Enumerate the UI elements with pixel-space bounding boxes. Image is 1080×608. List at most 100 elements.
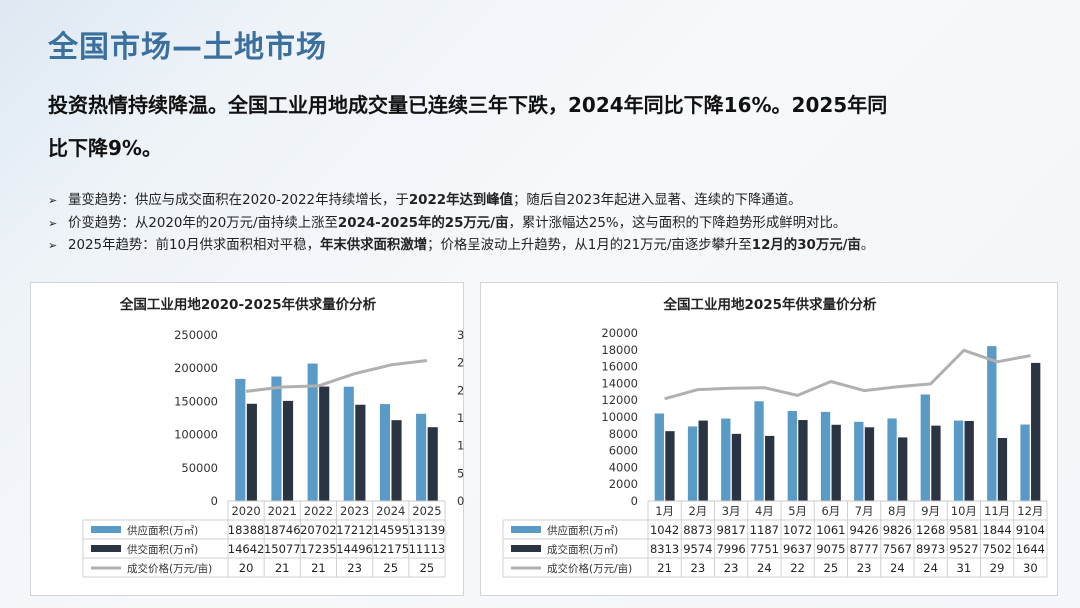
- x-tick-label: 3月: [722, 504, 741, 518]
- y-tick-label: 8000: [609, 427, 638, 441]
- chart-yearly: 全国工业用地2020-2025年供求量价分析 0 50000 100000 150000…: [82, 296, 465, 578]
- bar-deal: [731, 433, 742, 501]
- legend-key-bar: [91, 545, 121, 552]
- bar-supply: [687, 426, 698, 501]
- x-tick-label: 2025: [412, 504, 441, 518]
- data-table-cell: 24: [923, 561, 938, 575]
- bullet-text: 价变趋势：从2020年的20万元/亩持续上涨至: [68, 215, 338, 231]
- data-table-cell: 1844: [982, 523, 1011, 537]
- bar-deal: [355, 404, 366, 501]
- legend-label: 成交价格(万元/亩): [127, 562, 212, 575]
- data-table-cell: 15077: [264, 542, 301, 556]
- data-table-cell: 9075: [816, 542, 845, 556]
- bar-deal: [964, 420, 974, 501]
- bullet-highlight: 2022年达到峰值: [408, 193, 514, 208]
- bullet-text: ；价格呈波动上升趋势，从1月的21万元/亩逐步攀升至: [427, 238, 752, 253]
- data-table-cell: 9826: [883, 523, 912, 537]
- x-tick-label: 2020: [231, 504, 260, 518]
- data-table-cell: 25: [420, 561, 435, 575]
- chart-title: 全国工业用地2025年供求量价分析: [662, 296, 877, 313]
- x-tick-label: 2023: [340, 504, 369, 518]
- y2-tick-label: 30: [457, 328, 465, 342]
- data-table-cell: 17235: [300, 542, 337, 556]
- y-tick-label: 50000: [181, 461, 218, 475]
- bullet-text: ，累计涨幅达25%，这与面积的下降趋势形成鲜明对比。: [508, 215, 847, 231]
- data-table-cell: 20702: [300, 523, 337, 537]
- data-table-cell: 17212: [336, 523, 373, 537]
- bar-supply: [1020, 424, 1030, 501]
- data-table-cell: 1187: [750, 523, 779, 537]
- bar-deal: [665, 431, 675, 501]
- y2-tick-label: 20: [457, 383, 465, 397]
- y-tick-label: 100000: [174, 428, 218, 442]
- bullet-text: 。: [860, 238, 875, 253]
- bullet-text: ；随后自2023年起进入显著、连续的下降通道。: [513, 193, 802, 208]
- legend-key-bar: [511, 545, 541, 552]
- bar-supply: [235, 378, 246, 501]
- y-tick-label: 12000: [601, 393, 638, 407]
- legend-label: 成交价格(万元/亩): [547, 562, 632, 575]
- y-tick-label: 14000: [601, 376, 638, 390]
- chart-monthly: 全国工业用地2025年供求量价分析 0 2000 4000 6000 8000 10000 1…: [502, 296, 1048, 578]
- x-tick-label: 2024: [376, 504, 405, 518]
- x-tick-label: 2021: [268, 504, 297, 518]
- data-table-cell: 30: [1023, 561, 1038, 575]
- subtitle-line-1: 投资热情持续降温。全国工业用地成交量已连续三年下跌，2024年同比下降16%。2…: [48, 93, 888, 117]
- data-table-cell: 25: [824, 561, 839, 575]
- data-table-cell: 23: [724, 561, 739, 575]
- data-table-cell: 8873: [683, 523, 712, 537]
- data-table-cell: 14642: [228, 542, 265, 556]
- data-table-cell: 1061: [816, 523, 845, 537]
- data-table-cell: 31: [957, 561, 972, 575]
- y2-tick-label: 5: [457, 466, 464, 480]
- bar-supply: [721, 418, 731, 501]
- bullet-arrow-icon: ➢: [48, 239, 58, 252]
- bar-deal: [1031, 362, 1041, 501]
- bar-deal: [427, 427, 438, 501]
- bullet-arrow-icon: ➢: [48, 216, 58, 230]
- data-table-cell: 12175: [372, 542, 409, 556]
- data-table-cell: 21: [275, 561, 290, 575]
- bullet-item: ➢ 2025年趋势：前10月供求面积相对平稳，年末供求面积激增；价格呈波动上升趋势…: [48, 235, 1058, 258]
- data-table-cell: 1042: [650, 523, 679, 537]
- y-tick-label: 4000: [609, 460, 638, 474]
- bar-deal: [864, 427, 875, 501]
- bar-supply: [271, 376, 282, 501]
- page-title: 全国市场—土地市场: [48, 30, 327, 65]
- bar-deal: [391, 420, 402, 501]
- bar-supply: [854, 421, 864, 501]
- y-tick-label: 150000: [174, 394, 218, 408]
- price-line: [245, 359, 428, 393]
- bar-supply: [787, 410, 797, 501]
- data-table-cell: 7567: [883, 542, 912, 556]
- legend-label: 供交面积(万㎡): [127, 543, 198, 556]
- data-table-cell: 11113: [409, 542, 446, 556]
- bar-supply: [754, 401, 764, 501]
- bar-supply: [654, 413, 664, 501]
- bar-supply: [953, 420, 964, 501]
- chart-panel-yearly: 全国工业用地2020-2025年供求量价分析 0 50000 100000 150000…: [30, 282, 465, 596]
- y-tick-label: 16000: [601, 360, 638, 374]
- bar-supply: [820, 411, 831, 501]
- data-table-cell: 8313: [650, 542, 679, 556]
- data-table-cell: 14595: [372, 523, 409, 537]
- bar-supply: [307, 363, 318, 501]
- data-table-cell: 7502: [982, 542, 1011, 556]
- bar-deal: [798, 420, 808, 501]
- data-table-cell: 20: [239, 561, 254, 575]
- data-table-cell: 9581: [949, 523, 978, 537]
- bar-deal: [765, 435, 775, 501]
- y-tick-label: 10000: [601, 410, 638, 424]
- bar-deal: [282, 400, 294, 501]
- legend-label: 供应面积(万㎡): [547, 524, 618, 537]
- bar-deal: [246, 403, 257, 501]
- bullet-highlight: 年末供求面积激增: [319, 238, 428, 253]
- data-table-cell: 18746: [264, 523, 301, 537]
- data-table-cell: 1268: [916, 523, 945, 537]
- bar-supply: [987, 346, 997, 501]
- y-tick-label: 18000: [601, 343, 638, 357]
- bar-supply: [416, 413, 427, 501]
- data-table-cell: 7996: [716, 542, 745, 556]
- data-table-cell: 24: [890, 561, 905, 575]
- x-tick-label: 1月: [655, 504, 674, 518]
